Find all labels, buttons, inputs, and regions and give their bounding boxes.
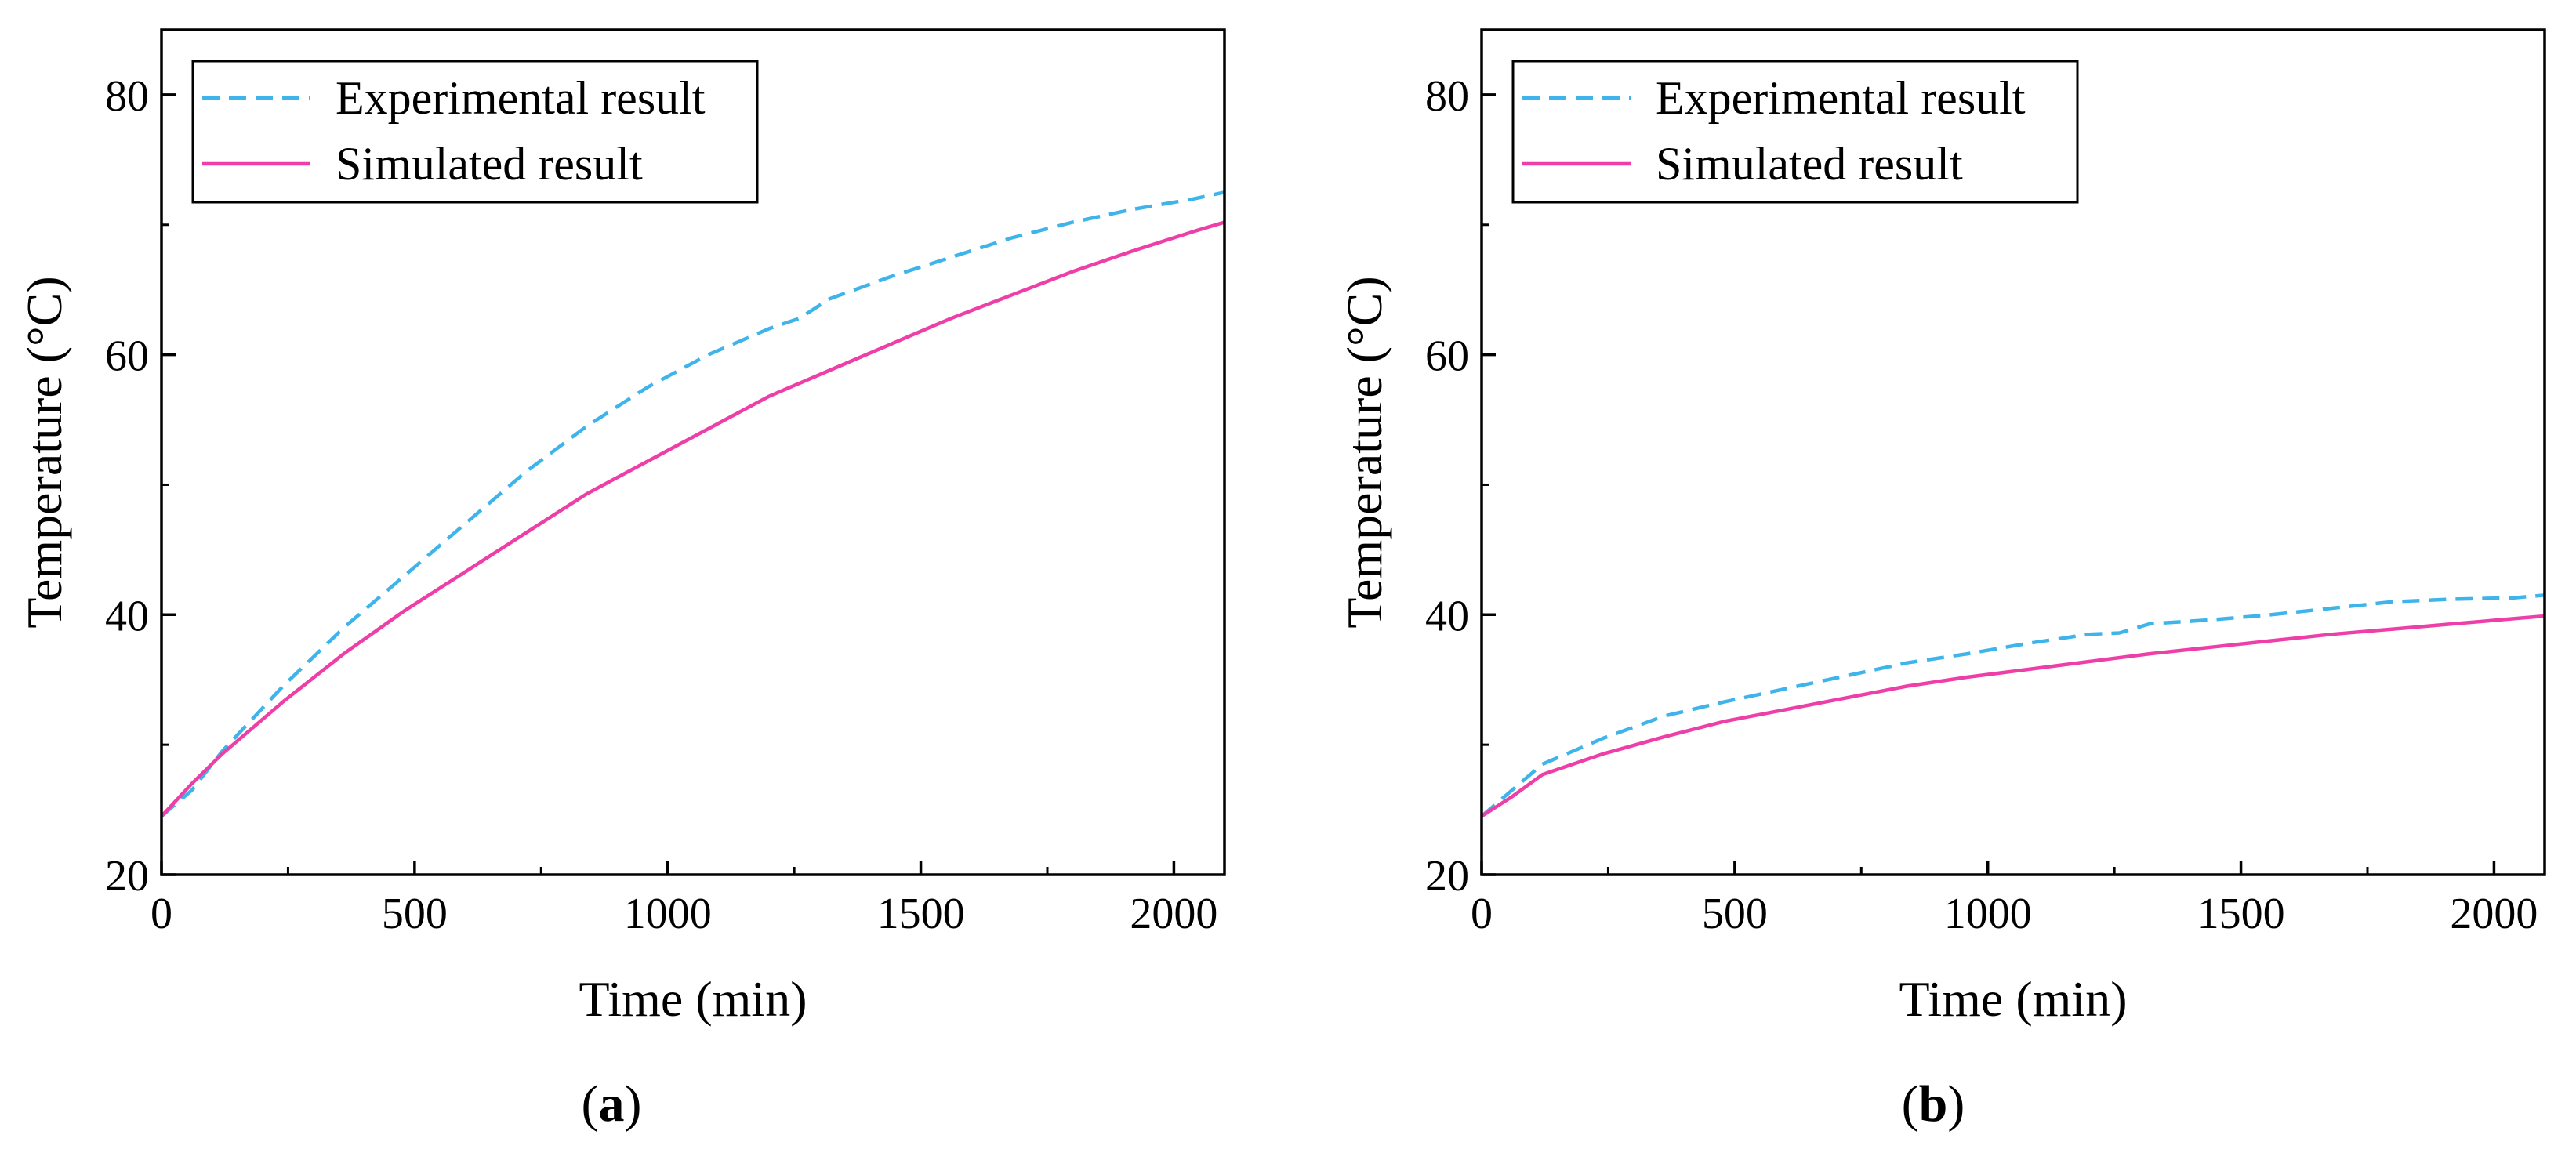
plot-frame bbox=[1480, 28, 2546, 876]
panel-label: (b) bbox=[1902, 1075, 1965, 1133]
y-tick-label: 20 bbox=[1425, 852, 1469, 901]
legend: Experimental result Simulated result bbox=[191, 60, 759, 204]
legend-box bbox=[191, 60, 759, 204]
x-tick-label: 1000 bbox=[624, 890, 712, 938]
plot-frame bbox=[160, 28, 1226, 876]
y-tick-label: 60 bbox=[105, 332, 149, 381]
legend-label-experimental: Experimental result bbox=[336, 72, 706, 124]
x-tick-label: 1500 bbox=[2197, 890, 2285, 938]
experimental-series-line bbox=[1482, 593, 2545, 818]
y-tick-label: 40 bbox=[105, 592, 149, 640]
y-tick-label: 60 bbox=[1425, 332, 1469, 381]
legend: Experimental result Simulated result bbox=[1511, 60, 2079, 204]
x-tick-label: 0 bbox=[151, 890, 172, 938]
x-tick-label: 1500 bbox=[877, 890, 965, 938]
y-tick-label: 20 bbox=[105, 852, 149, 901]
x-tick-label: 2000 bbox=[1130, 890, 1217, 938]
panel-label-letter: a bbox=[599, 1075, 625, 1133]
x-tick-label: 0 bbox=[1471, 890, 1493, 938]
simulated-series-line bbox=[1482, 614, 2545, 818]
x-tick-label: 1000 bbox=[1944, 890, 2032, 938]
y-axis-title: Temperature (°C) bbox=[16, 276, 72, 628]
panel-label-letter: b bbox=[1919, 1075, 1948, 1133]
y-axis-title: Temperature (°C) bbox=[1337, 276, 1392, 628]
legend-label-experimental: Experimental result bbox=[1656, 72, 2026, 124]
experimental-series-line bbox=[161, 190, 1225, 818]
simulated-series-line bbox=[161, 220, 1225, 817]
legend-label-simulated: Simulated result bbox=[1656, 138, 1963, 190]
x-tick-label: 2000 bbox=[2450, 890, 2538, 938]
x-tick-label: 500 bbox=[1702, 890, 1768, 938]
legend-label-simulated: Simulated result bbox=[336, 138, 643, 190]
x-axis-title: Time (min) bbox=[579, 971, 807, 1027]
y-tick-label: 40 bbox=[1425, 592, 1469, 640]
legend-box bbox=[1511, 60, 2079, 204]
x-axis-title: Time (min) bbox=[1899, 971, 2128, 1027]
panel-a: 0 500 1000 1500 2000 20 40 60 80 Time (min) Temp… bbox=[16, 28, 1226, 1133]
panel-label: (a) bbox=[582, 1075, 642, 1133]
panel-b: 0 500 1000 1500 2000 20 40 60 80 Time (min) Temp… bbox=[1337, 28, 2546, 1133]
y-tick-label: 80 bbox=[105, 72, 149, 121]
y-tick-label: 80 bbox=[1425, 72, 1469, 121]
x-tick-label: 500 bbox=[382, 890, 448, 938]
